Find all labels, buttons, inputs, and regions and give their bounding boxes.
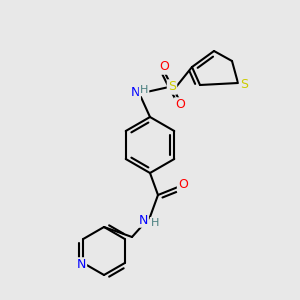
- Text: H: H: [151, 218, 159, 228]
- Text: S: S: [168, 80, 176, 94]
- Text: N: N: [76, 259, 86, 272]
- Text: N: N: [130, 86, 140, 100]
- Text: S: S: [240, 79, 248, 92]
- Text: O: O: [159, 61, 169, 74]
- Text: O: O: [175, 98, 185, 112]
- Text: N: N: [138, 214, 148, 226]
- Text: H: H: [140, 85, 148, 95]
- Text: O: O: [178, 178, 188, 191]
